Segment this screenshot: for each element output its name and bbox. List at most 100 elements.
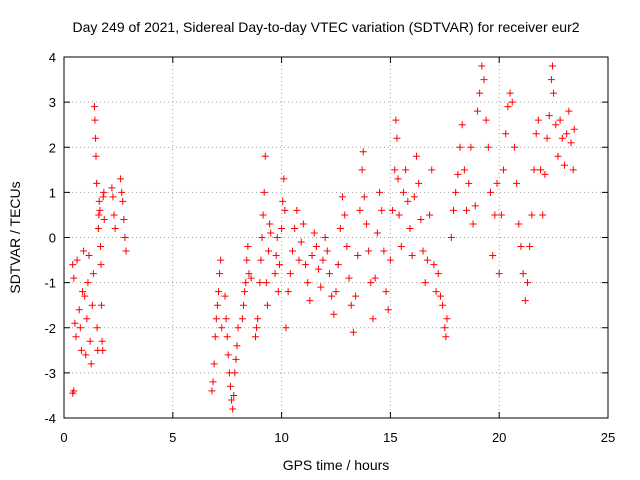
data-point <box>70 274 78 282</box>
data-point <box>98 337 106 345</box>
data-point <box>302 261 310 269</box>
data-point <box>120 215 128 223</box>
data-point <box>454 170 462 178</box>
data-point <box>122 247 130 255</box>
data-point <box>373 229 381 237</box>
data-point <box>95 211 103 219</box>
data-point <box>100 188 108 196</box>
data-point <box>281 206 289 214</box>
data-point <box>209 378 217 386</box>
data-point <box>371 274 379 282</box>
data-point <box>567 139 575 147</box>
data-point <box>556 116 564 124</box>
y-tick-label: 2 <box>49 140 56 155</box>
x-tick-label: 5 <box>169 430 176 445</box>
data-point <box>423 256 431 264</box>
data-point <box>293 206 301 214</box>
data-point <box>280 175 288 183</box>
data-point <box>392 116 400 124</box>
data-point <box>109 193 117 201</box>
data-point <box>547 76 555 84</box>
data-point <box>261 152 269 160</box>
data-point <box>243 256 251 264</box>
data-point <box>341 211 349 219</box>
x-axis-label: GPS time / hours <box>283 457 390 473</box>
data-point <box>310 229 318 237</box>
data-point <box>93 179 101 187</box>
data-point <box>391 166 399 174</box>
data-point <box>530 166 538 174</box>
data-point <box>336 224 344 232</box>
data-point <box>376 188 384 196</box>
y-tick-label: 4 <box>49 50 56 65</box>
data-point <box>500 166 508 174</box>
data-point <box>258 234 266 241</box>
data-point <box>502 130 510 138</box>
data-point <box>347 301 355 309</box>
data-point <box>443 315 451 323</box>
data-point <box>436 292 444 300</box>
data-point <box>119 197 127 205</box>
data-point <box>312 243 320 251</box>
data-point <box>345 274 353 282</box>
data-point <box>226 382 234 390</box>
data-point <box>504 103 512 111</box>
data-point <box>334 261 342 269</box>
data-point <box>75 306 83 314</box>
data-point <box>565 107 573 115</box>
data-point <box>452 188 460 196</box>
data-point <box>476 89 484 97</box>
y-tick-label: -2 <box>44 321 56 336</box>
data-point <box>97 301 105 309</box>
data-point <box>77 346 85 354</box>
data-point <box>394 175 402 183</box>
data-point <box>228 396 236 404</box>
y-tick-label: -4 <box>44 411 56 426</box>
data-point <box>519 270 527 278</box>
data-point <box>222 315 230 323</box>
data-point <box>211 333 219 341</box>
data-point <box>232 355 240 363</box>
data-point <box>450 206 458 214</box>
data-point <box>297 238 305 246</box>
data-point <box>408 252 416 260</box>
data-point <box>330 310 338 318</box>
data-point <box>486 188 494 196</box>
y-tick-label: 1 <box>49 185 56 200</box>
data-point <box>482 116 490 124</box>
data-point <box>469 220 477 228</box>
data-point <box>299 220 307 228</box>
data-point <box>89 270 97 278</box>
data-point <box>291 224 299 232</box>
data-point <box>94 224 102 232</box>
data-point <box>93 324 101 332</box>
data-point <box>352 292 360 300</box>
data-point <box>549 62 557 70</box>
data-point <box>467 143 475 151</box>
data-point <box>528 211 536 219</box>
data-point <box>88 301 96 309</box>
data-point <box>110 211 118 219</box>
data-point <box>70 387 78 395</box>
data-point <box>212 315 220 323</box>
data-point <box>569 166 577 174</box>
data-point <box>210 360 218 368</box>
data-point <box>295 256 303 264</box>
data-point <box>510 143 518 151</box>
data-point <box>484 143 492 151</box>
data-point <box>545 112 553 120</box>
data-point <box>72 333 80 341</box>
data-point <box>473 107 481 115</box>
data-point <box>69 261 77 269</box>
data-point <box>91 116 99 124</box>
data-point <box>539 211 547 219</box>
data-point <box>259 211 267 219</box>
data-point <box>85 252 93 260</box>
data-point <box>343 243 351 251</box>
data-point <box>306 297 314 305</box>
data-point <box>442 333 450 341</box>
data-point <box>570 125 578 133</box>
data-point <box>532 130 540 138</box>
data-point <box>100 215 108 223</box>
data-point <box>87 360 95 368</box>
